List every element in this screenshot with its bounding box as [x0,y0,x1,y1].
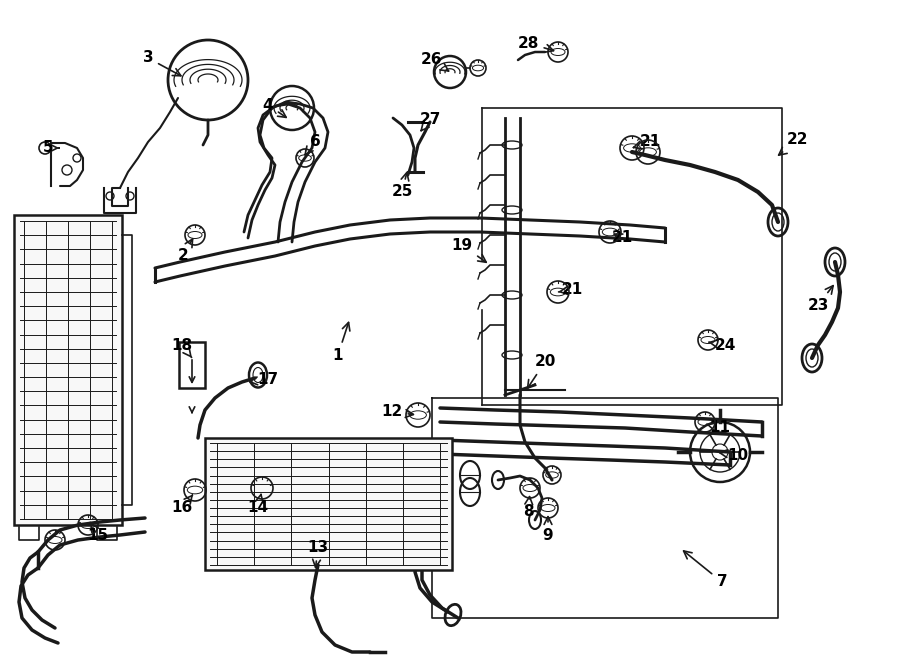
Text: 17: 17 [249,373,279,387]
Text: 8: 8 [523,496,534,520]
Text: 16: 16 [171,495,193,516]
Text: 5: 5 [42,141,58,155]
Text: 12: 12 [382,405,413,420]
Text: 2: 2 [177,239,193,262]
Text: 21: 21 [634,134,661,149]
Text: 27: 27 [419,112,441,131]
Text: 11: 11 [706,420,731,436]
Text: 18: 18 [171,338,193,358]
Text: 23: 23 [807,286,833,313]
Text: 24: 24 [708,338,735,352]
Text: 26: 26 [421,52,448,71]
Text: 10: 10 [720,447,749,463]
Text: 9: 9 [543,517,553,543]
Text: 4: 4 [263,98,286,118]
FancyBboxPatch shape [14,215,122,525]
Text: 15: 15 [87,522,109,543]
Text: 7: 7 [684,551,727,590]
Text: 25: 25 [392,173,413,200]
FancyBboxPatch shape [179,342,205,388]
Text: 20: 20 [527,354,555,388]
Text: 1: 1 [333,323,350,362]
Text: 19: 19 [452,237,486,262]
Text: 21: 21 [611,231,633,245]
Text: 28: 28 [518,36,554,52]
Text: 6: 6 [305,134,320,155]
Text: 21: 21 [559,282,582,297]
FancyBboxPatch shape [205,438,452,570]
Text: 14: 14 [248,494,268,516]
Text: 22: 22 [778,132,809,155]
Text: 13: 13 [308,541,328,567]
Text: 3: 3 [143,50,181,76]
